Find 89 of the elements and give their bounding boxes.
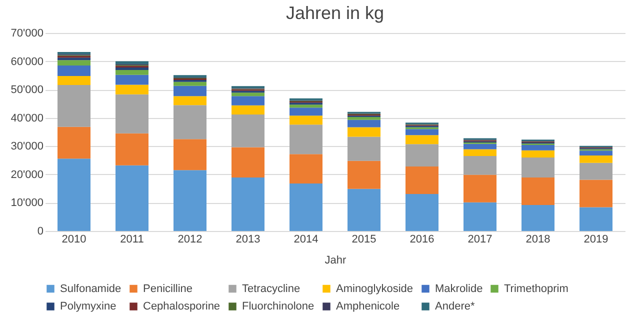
bar <box>290 124 322 154</box>
legend-label: Makrolide <box>435 282 483 295</box>
y-tick-label: 30'000 <box>10 140 44 153</box>
bar <box>58 76 90 86</box>
x-tick-label: 2016 <box>410 234 434 246</box>
legend-label: Aminoglykoside <box>336 282 414 295</box>
bar <box>580 162 612 180</box>
bar <box>464 174 496 202</box>
bar <box>522 178 554 205</box>
x-tick-label: 2017 <box>468 234 492 246</box>
bar <box>232 96 264 106</box>
bar <box>580 180 612 208</box>
bar <box>116 165 148 231</box>
bar <box>464 144 496 150</box>
x-tick-label: 2010 <box>62 234 86 246</box>
x-tick-label: 2018 <box>526 234 550 246</box>
bar <box>58 126 90 159</box>
bar <box>174 82 206 86</box>
bar <box>232 105 264 114</box>
bar <box>116 68 148 70</box>
bar <box>116 84 148 94</box>
bar <box>116 94 148 134</box>
bar <box>580 207 612 231</box>
legend-label: Fluorchinolone <box>242 300 314 312</box>
bar <box>348 136 380 161</box>
bar <box>174 139 206 170</box>
bar <box>406 144 438 167</box>
bar <box>522 204 554 231</box>
bar <box>58 66 90 76</box>
bar <box>290 108 322 116</box>
bar <box>348 117 380 120</box>
y-tick-label: 20'000 <box>10 168 44 181</box>
legend-label: Amphenicole <box>336 300 400 312</box>
bar <box>522 145 554 150</box>
bar <box>580 155 612 163</box>
bar <box>464 156 496 175</box>
bar <box>406 194 438 231</box>
bar <box>232 147 264 178</box>
legend-label: Trimethoprim <box>504 282 568 295</box>
bar <box>58 85 90 127</box>
bar <box>348 127 380 137</box>
bar <box>406 166 438 194</box>
x-tick-label: 2011 <box>120 234 144 246</box>
x-tick-label: 2015 <box>352 234 376 246</box>
bar <box>116 70 148 75</box>
bar <box>348 188 380 231</box>
x-tick-label: 2019 <box>584 234 608 246</box>
bar <box>348 120 380 128</box>
bar <box>522 150 554 158</box>
bar <box>58 58 90 60</box>
bar <box>174 105 206 140</box>
y-tick-label: 60'000 <box>10 56 44 68</box>
bar <box>406 129 438 136</box>
bar <box>290 104 322 108</box>
bar <box>116 74 148 85</box>
x-tick-label: 2012 <box>178 234 202 246</box>
bar <box>406 135 438 144</box>
bar <box>464 202 496 231</box>
bar <box>290 154 322 184</box>
legend-label: Sulfonamide <box>60 282 122 295</box>
bar <box>290 116 322 125</box>
y-tick-label: 0 <box>37 226 44 238</box>
y-tick-label: 10'000 <box>10 197 44 210</box>
bar <box>174 170 206 231</box>
legend-label: Cephalosporine <box>143 300 220 312</box>
x-axis-title: Jahr <box>324 254 347 266</box>
bar <box>232 92 264 96</box>
y-tick-label: 70'000 <box>10 28 44 40</box>
y-tick-label: 50'000 <box>10 84 44 96</box>
bar <box>174 96 206 106</box>
bar <box>232 114 264 148</box>
bar <box>232 178 264 231</box>
legend-label: Polymyxine <box>60 300 116 312</box>
legend-label: Andere* <box>435 300 476 312</box>
x-tick-label: 2013 <box>236 234 260 246</box>
bar <box>174 86 206 96</box>
y-tick-label: 40'000 <box>10 112 44 124</box>
legend-label: Penicilline <box>143 282 193 295</box>
bar <box>348 160 380 189</box>
legend-label: Tetracycline <box>242 282 300 295</box>
bar <box>522 157 554 178</box>
bar <box>464 149 496 156</box>
chart-title: Jahren in kg <box>286 3 384 23</box>
x-tick-label: 2014 <box>294 234 318 246</box>
bar <box>290 183 322 231</box>
bar <box>580 150 612 156</box>
bar <box>58 60 90 66</box>
bar <box>58 158 90 231</box>
bar <box>116 133 148 166</box>
